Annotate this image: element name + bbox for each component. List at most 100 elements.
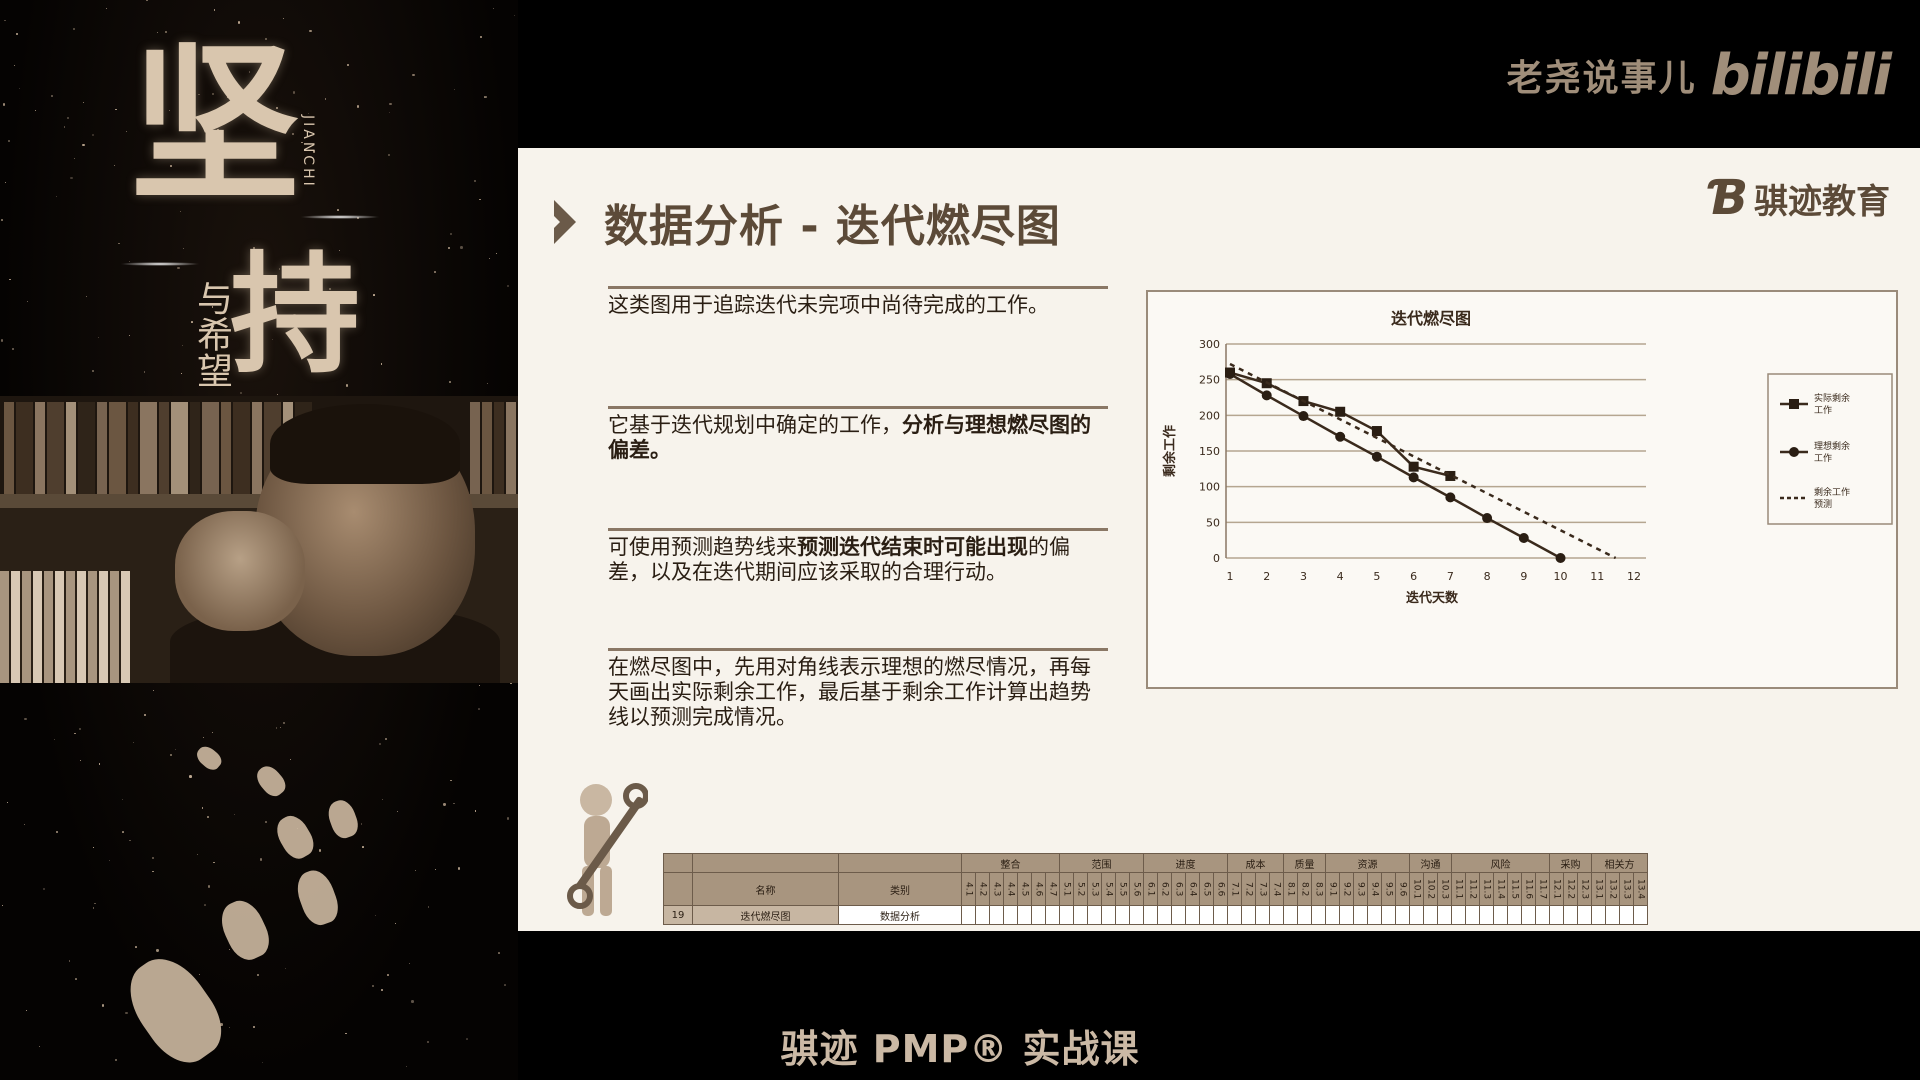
star-dot [125,1011,128,1014]
star-dot [388,112,390,114]
star-dot [55,831,58,834]
star-dot [450,232,452,235]
data-point [1445,470,1456,481]
matrix-cell [1409,905,1424,925]
process-matrix-table: 整合 范围 进度 成本 质量 资源 沟通 风险 采购 相关方 名称 类别 4.1 4.2 4.3 4.4 4.5… [663,853,1648,925]
table-row: 整合 范围 进度 成本 质量 资源 沟通 风险 采购 相关方 [663,853,1648,873]
star-dot [204,904,206,906]
matrix-cell [1283,905,1298,925]
book-spine [11,571,20,683]
star-dot [396,811,398,813]
matrix-cell [1521,905,1536,925]
matrix-cell: 6.6 [1213,872,1228,906]
book-spine [494,402,504,494]
star-dot [279,268,281,270]
matrix-cell: 10.3 [1437,872,1452,906]
star-dot [233,813,235,815]
star-dot [0,339,4,342]
y-tick-label: 150 [1199,445,1220,458]
star-dot [97,337,99,338]
star-dot [361,846,364,848]
matrix-cell [1017,905,1032,925]
x-tick-label: 9 [1520,570,1527,583]
matrix-cell [1129,905,1144,925]
star-dot [126,131,127,132]
y-tick-label: 0 [1213,552,1220,565]
star-dot [427,906,430,909]
matrix-cell [1101,905,1116,925]
star-dot [265,820,268,823]
star-dot [180,85,182,87]
book-spine [66,571,75,683]
book-spine [77,571,86,683]
star-dot [356,105,359,108]
book-spine [109,402,126,494]
star-dot [128,334,130,337]
series-line-3 [1229,362,1617,560]
star-dot [465,1038,468,1040]
star-dot [372,984,374,987]
star-dot [389,102,392,106]
footprint-icon [193,742,225,774]
matrix-cell: 4.1 [961,872,976,906]
matrix-cell: 12.3 [1577,872,1592,906]
star-dot [292,91,296,94]
legend-label: 理想剩余工作 [1814,440,1850,464]
star-dot [53,738,56,741]
x-tick-label: 5 [1373,570,1380,583]
x-tick-label: 11 [1590,570,1604,583]
star-dot [329,288,332,291]
matrix-cell: 采购 [1549,853,1592,873]
matrix-cell [1339,905,1354,925]
star-dot [239,391,242,395]
book-spine [66,402,76,494]
legend-label: 实际剩余工作 [1814,392,1850,416]
series-line-2 [1229,372,1562,560]
channel-name: 老尧说事儿 [1506,58,1697,99]
table-row: 名称 类别 4.1 4.2 4.3 4.4 4.5 4.6 4.7 5.1 5.2 5.3 5.4 5.5… [663,872,1648,906]
star-dot [479,685,481,687]
matrix-cell: 7.4 [1269,872,1284,906]
matrix-cell [1087,905,1102,925]
star-dot [86,296,88,298]
poster-subtitle: 与希望 [191,280,232,388]
star-dot [279,727,281,729]
star-dot [93,847,95,849]
star-dot [453,89,455,90]
star-dot [394,922,396,924]
star-dot [283,722,285,724]
star-dot [198,973,201,976]
star-dot [109,859,111,861]
star-dot [474,180,476,182]
matrix-cell [1395,905,1410,925]
star-dot [51,94,54,97]
matrix-cell: 范围 [1059,853,1144,873]
star-dot [26,300,29,303]
matrix-cell [1451,905,1466,925]
book-spine [506,402,516,494]
x-axis-label: 迭代天数 [1406,590,1459,606]
matrix-cell [1171,905,1186,925]
data-point [1371,426,1382,437]
star-dot [290,758,291,760]
poster-pinyin: JIANCHI [300,115,316,189]
paragraph-text: 可使用预测趋势线来 [608,535,797,559]
star-dot [91,369,95,373]
x-tick-label: 7 [1447,570,1454,583]
book-spine [110,571,119,683]
matrix-cell: 4.7 [1045,872,1060,906]
star-dot [507,817,510,820]
book-spine [44,571,53,683]
star-dot [427,1040,430,1043]
book-spine [78,402,95,494]
matrix-cell [1157,905,1172,925]
matrix-cell: 13.2 [1605,872,1620,906]
matrix-cell [1591,905,1606,925]
matrix-cell: 11.6 [1521,872,1536,906]
matrix-cell [1311,905,1326,925]
star-dot [201,806,204,809]
footprint-icon [324,796,362,842]
star-dot [260,858,263,861]
star-dot [63,126,65,128]
y-axis-label: 剩余工作 [1162,425,1178,477]
